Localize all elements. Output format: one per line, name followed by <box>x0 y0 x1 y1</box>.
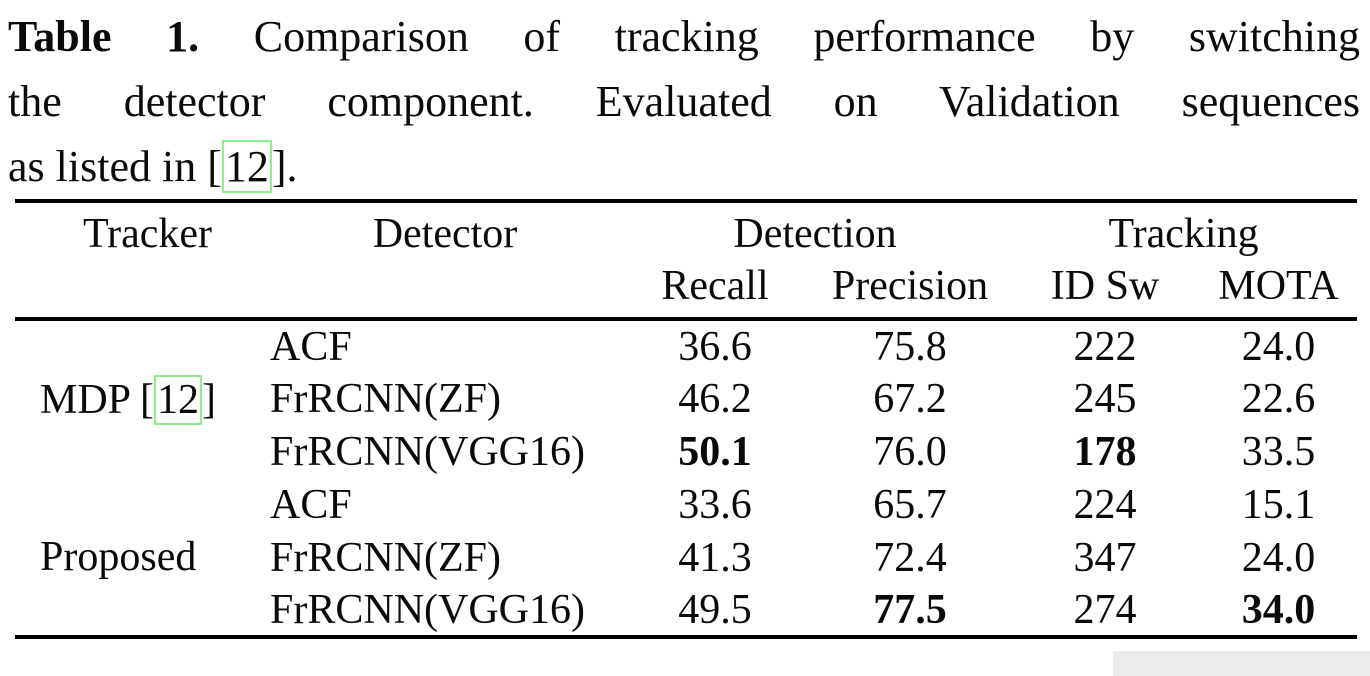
table-body: MDP [12] ACF 36.6 75.8 222 24.0 FrRCNN(Z… <box>15 319 1357 637</box>
precision-value: 76.0 <box>873 428 947 475</box>
id-switches-value-best: 178 <box>1073 428 1137 475</box>
table-caption: Table 1. Comparison of tracking performa… <box>0 0 1370 199</box>
detector-cell: FrRCNN(ZF) <box>270 534 502 581</box>
table-row: Proposed ACF 33.6 65.7 224 15.1 <box>15 478 1357 578</box>
precision-value: 72.4 <box>873 534 947 581</box>
tracker-label-suffix: ] <box>201 376 216 423</box>
caption-line-2: the detector component. Evaluated on Val… <box>8 69 1360 134</box>
caption-text-2: the detector component. Evaluated on Val… <box>8 77 1360 126</box>
recall-value: 33.6 <box>678 481 752 528</box>
recall-value: 46.2 <box>678 375 752 422</box>
table-row: FrRCNN(ZF) 41.3 72.4 347 24.0 <box>15 531 1357 584</box>
mota-value-best: 34.0 <box>1241 586 1316 633</box>
table-row: FrRCNN(VGG16) 50.1 76.0 178 33.5 <box>15 425 1357 478</box>
id-switches-value: 274 <box>1073 586 1137 633</box>
recall-value: 49.5 <box>678 586 752 633</box>
id-switches-value: 222 <box>1073 323 1137 370</box>
tracker-cell-proposed: Proposed <box>40 533 197 580</box>
precision-value: 65.7 <box>873 481 947 528</box>
caption-line-3: as listed in [12]. <box>8 134 1360 199</box>
caption-text-3-prefix: as listed in [ <box>8 142 222 191</box>
results-table: Tracker Detector Detection Tracking Reca… <box>15 199 1358 639</box>
precision-value: 67.2 <box>873 375 947 422</box>
id-switches-value: 224 <box>1073 481 1137 528</box>
detector-cell: ACF <box>270 323 352 370</box>
caption-text-1: Comparison of tracking performance by sw… <box>253 12 1360 61</box>
mota-value: 15.1 <box>1241 481 1316 528</box>
caption-line-1: Table 1. Comparison of tracking performa… <box>8 4 1360 69</box>
id-switches-value: 245 <box>1073 375 1137 422</box>
recall-value: 41.3 <box>678 534 752 581</box>
mota-value: 22.6 <box>1241 375 1316 422</box>
mota-value: 24.0 <box>1241 323 1316 370</box>
column-header-detector: Detector <box>255 201 620 321</box>
table-row: FrRCNN(ZF) 46.2 67.2 245 22.6 <box>15 372 1357 425</box>
table-caption-label: Table 1. <box>8 12 200 61</box>
citation-link-12[interactable]: 12 <box>221 140 272 193</box>
column-header-mota: MOTA <box>1200 259 1358 321</box>
detector-cell: FrRCNN(VGG16) <box>270 428 585 475</box>
detector-cell: FrRCNN(ZF) <box>270 375 502 422</box>
recall-value: 36.6 <box>678 323 752 370</box>
column-header-id-switches: ID Sw <box>1010 259 1201 321</box>
precision-value: 75.8 <box>873 323 947 370</box>
header-row-metrics: Recall Precision ID Sw MOTA <box>15 259 1358 321</box>
table-header: Tracker Detector Detection Tracking Reca… <box>15 201 1358 321</box>
mota-value: 24.0 <box>1241 534 1316 581</box>
mota-value: 33.5 <box>1241 428 1316 475</box>
tracker-cell-mdp: MDP [12] <box>15 319 255 478</box>
detector-cell: ACF <box>270 481 352 528</box>
table-row: FrRCNN(VGG16) 49.5 77.5 274 34.0 <box>15 584 1357 637</box>
id-switches-value: 347 <box>1073 534 1137 581</box>
precision-value-best: 77.5 <box>873 586 947 633</box>
header-row-groups: Tracker Detector Detection Tracking <box>15 201 1357 321</box>
screenshot-artifact <box>1113 651 1370 676</box>
column-header-recall: Recall <box>620 259 810 321</box>
caption-text-3-suffix: ]. <box>271 142 298 191</box>
column-header-precision: Precision <box>810 259 1011 321</box>
detector-cell: FrRCNN(VGG16) <box>270 586 585 633</box>
citation-link-12[interactable]: 12 <box>153 374 202 425</box>
tracker-label-prefix: MDP [ <box>40 376 154 423</box>
table-row: MDP [12] ACF 36.6 75.8 222 24.0 <box>15 319 1357 425</box>
column-group-tracking: Tracking <box>1108 211 1259 257</box>
column-header-tracker: Tracker <box>15 201 255 321</box>
column-group-detection: Detection <box>733 211 897 257</box>
recall-value-best: 50.1 <box>678 428 752 475</box>
